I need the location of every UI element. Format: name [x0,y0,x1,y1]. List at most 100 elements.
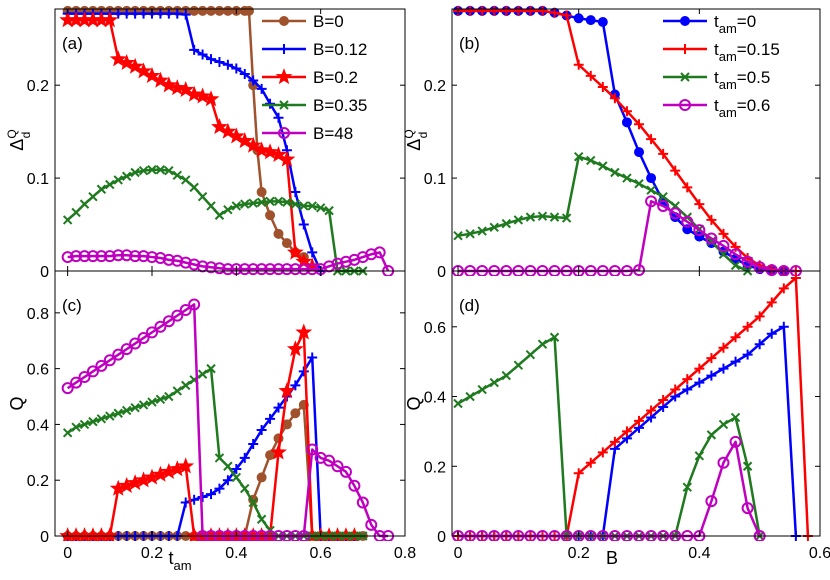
panel-a-ylabel-sub: d [19,132,33,139]
panel-a-series-3-point-22 [248,198,258,208]
panel-c-ytick-label-0: 0 [40,529,49,546]
panel-a-series-0-point-22 [243,5,254,16]
panel-a-series-3-point-16 [197,191,208,202]
panel-b-series-1-point-18 [670,165,681,176]
panel-a-series-2-point-19 [219,122,237,139]
panel-a-series-3-point-21 [240,199,250,209]
panel-d-xtick-label-1: 0.2 [568,545,590,562]
panel-a-series-2-point-18 [211,118,228,135]
panel-c-series-1-point-23 [256,425,267,435]
panel-c-series-4-point-35 [356,496,369,509]
panel-c-xlabel-sub: am [173,558,191,573]
panel-c-series-4-point-15 [188,298,201,311]
panel-b-series-1-point-19 [682,182,693,193]
panel-a-legend-text-0: B=0 [313,12,344,31]
panel-b-legend-marker-3 [679,99,691,111]
panel-b-legend-value-0: =0 [737,12,756,31]
panel-c-ytick-label-4: 0.8 [27,306,49,323]
panel-a-series-4-point-24 [264,263,277,276]
panel-b-series-3-point-20 [693,224,706,237]
panel-c-series-3-point-20 [231,472,242,483]
panel-c-series-4-point-36 [365,518,378,531]
panel-c-series-0-point-23 [256,472,267,483]
panel-a-series-2-point-9 [135,62,152,79]
panel-a-series-3-point-11 [155,165,166,175]
panel-b-series-3-point-23 [729,248,742,261]
panel-c-xtick-label-4: 0.8 [394,545,416,562]
panel-a-series-2-point-24 [261,143,279,160]
panel-c-series-4-point-6 [112,348,125,361]
panel-b-ylabel-main: Δ [404,139,424,151]
panel-a-series-3-point-3 [88,191,98,202]
panel-d-ytick-label-0: 0 [437,529,446,546]
panel-a-series-4-point-3 [86,250,99,263]
panel-b-series-2-point-8 [549,212,560,222]
panel-a-series-4-point-29 [306,263,319,276]
panel-c-series-3-point-18 [214,453,225,463]
panel-a-series-3-point-17 [206,201,216,211]
panel-a-series-3-point-26 [282,197,292,207]
panel-c-xlabel-main: t [168,548,173,568]
panel-d-series-1-point-14 [621,426,632,437]
panel-a-series-2-point-15 [185,85,203,102]
panel-a-series-4-point-8 [129,250,142,263]
panel-d-series-0-point-25 [754,339,765,350]
panel-c-series-3-point-3 [88,416,98,427]
panel-d-series-1-point-13 [609,436,620,447]
panel-c-series-3-point-16 [197,369,208,379]
panel-c-series-1-point-17 [206,489,217,500]
panel-b-series-1-point-5 [513,5,524,16]
panel-a-series-1-point-11 [155,8,166,19]
panel-a-series-0-point-17 [206,5,217,16]
panel-a-series-1-point-18 [214,56,225,67]
panel-a-series-4 [61,246,395,276]
panel-b-series-1-point-20 [694,199,705,210]
panel-d-series-1-point-16 [646,405,657,416]
panel-b-series-2-point-5 [513,215,524,225]
panel-d-ylabel-main: Q [404,396,424,410]
panel-a-legend-marker-0 [279,16,289,26]
panel-d-series-1 [453,272,813,541]
panel-b-legend-label-3: tam=0.6 [714,96,770,120]
panel-a-series-3-point-15 [189,182,199,193]
panel-a-series-2-point-10 [143,67,161,84]
panel-c-series-2-point-28 [295,323,313,340]
panel-b-series-3-point-21 [705,232,718,245]
panel-b-series-3-point-24 [741,255,754,268]
panel-c-series-3-point-12 [164,391,174,402]
panel-b-series-line-3 [458,200,796,273]
panel-a-series-2-point-22 [244,136,262,153]
panel-b-legend-sub-1: am [719,49,737,64]
panel-c-series-1-point-25 [273,402,284,413]
panel-c-series-3-point-0 [62,428,73,438]
panel-b-series-2-point-13 [610,167,620,178]
panel-d-xtick-label-2: 0.4 [688,545,710,562]
panel-c-series-1-point-16 [197,491,208,502]
panel-d-series-2-point-1 [465,391,475,402]
panel-b-series-2-point-4 [501,218,512,229]
panel-d-series-2-point-8 [549,332,560,342]
panel-a-series-0-point-16 [197,5,208,16]
panel-a-series-2-point-13 [168,79,186,96]
panel-d-series-2-point-19 [682,482,692,492]
panel-b-legend-marker-0 [680,16,690,26]
panel-b-series-1-point-7 [537,5,548,16]
panel-c-xtick-label-2: 0.4 [225,545,247,562]
panel-d-series-1-point-21 [706,353,717,364]
panel-d-series-0-point-27 [778,321,789,332]
panel-a-series-3-point-19 [223,204,233,215]
panel-a-series-0-point-15 [189,5,200,16]
panel-c-xtick-label-1: 0.2 [141,545,163,562]
panel-c-series-1-point-21 [239,452,250,463]
panel-a-series-3-point-5 [105,179,115,190]
panel-a-series-1-point-28 [298,219,309,230]
panel-d-series-2-point-23 [730,412,741,423]
panel-a-series-2-point-7 [118,54,136,71]
panel-a-series-1-point-25 [273,112,284,123]
panel-a-series-3-point-23 [256,197,267,207]
panel-c-series-4-point-10 [145,326,158,339]
panel-d-series-2-point-5 [513,360,524,370]
panel-b-series-1-point-1 [465,5,476,16]
